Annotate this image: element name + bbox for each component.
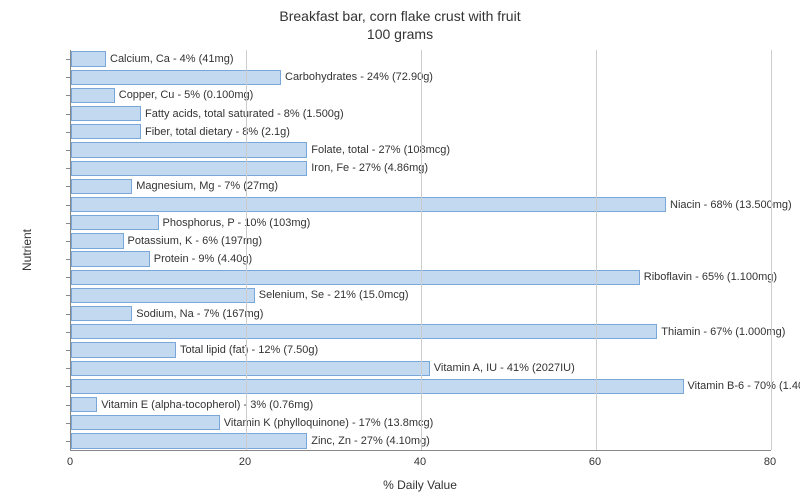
x-tick-label: 40	[414, 456, 426, 468]
bar-rect	[71, 197, 666, 212]
bar-label: Phosphorus, P - 10% (103mg)	[159, 215, 311, 230]
y-tick-mark	[66, 150, 71, 151]
y-tick-mark	[66, 186, 71, 187]
y-tick-mark	[66, 168, 71, 169]
bar-rect	[71, 251, 150, 266]
bar-label: Vitamin E (alpha-tocopherol) - 3% (0.76m…	[97, 397, 313, 412]
bar-rect	[71, 88, 115, 103]
y-tick-mark	[66, 441, 71, 442]
y-tick-mark	[66, 205, 71, 206]
bar-label: Thiamin - 67% (1.000mg)	[657, 324, 785, 339]
y-tick-mark	[66, 314, 71, 315]
y-tick-mark	[66, 405, 71, 406]
y-tick-mark	[66, 241, 71, 242]
bar-label: Potassium, K - 6% (197mg)	[124, 233, 263, 248]
y-tick-mark	[66, 77, 71, 78]
y-axis-label: Nutrient	[20, 229, 34, 271]
bar-label: Protein - 9% (4.40g)	[150, 251, 252, 266]
y-tick-mark	[66, 132, 71, 133]
x-tick-label: 20	[239, 456, 251, 468]
bar-rect	[71, 379, 684, 394]
y-tick-mark	[66, 386, 71, 387]
bar-label: Sodium, Na - 7% (167mg)	[132, 306, 263, 321]
bar-rect	[71, 161, 307, 176]
gridline	[771, 50, 772, 450]
bar-label: Niacin - 68% (13.500mg)	[666, 197, 792, 212]
y-tick-mark	[66, 259, 71, 260]
bar-rect	[71, 106, 141, 121]
bar-rect	[71, 324, 657, 339]
bar-label: Total lipid (fat) - 12% (7.50g)	[176, 342, 318, 357]
bar-rect	[71, 51, 106, 66]
bar-label: Fiber, total dietary - 8% (2.1g)	[141, 124, 290, 139]
gridline	[596, 50, 597, 450]
y-tick-mark	[66, 332, 71, 333]
bar-label: Vitamin K (phylloquinone) - 17% (13.8mcg…	[220, 415, 434, 430]
bar-rect	[71, 70, 281, 85]
bar-rect	[71, 306, 132, 321]
bar-label: Folate, total - 27% (108mcg)	[307, 142, 450, 157]
y-tick-mark	[66, 114, 71, 115]
x-tick-label: 0	[67, 456, 73, 468]
bar-rect	[71, 415, 220, 430]
bar-label: Riboflavin - 65% (1.100mg)	[640, 270, 777, 285]
bar-label: Vitamin B-6 - 70% (1.400mg)	[684, 379, 800, 394]
y-tick-mark	[66, 277, 71, 278]
plot-area: Calcium, Ca - 4% (41mg) Carbohydrates - 2…	[70, 50, 771, 451]
bar-rect	[71, 124, 141, 139]
bar-rect	[71, 361, 430, 376]
bar-rect	[71, 142, 307, 157]
bar-rect	[71, 397, 97, 412]
gridline	[246, 50, 247, 450]
bar-label: Vitamin A, IU - 41% (2027IU)	[430, 361, 575, 376]
x-tick-label: 60	[589, 456, 601, 468]
bar-label: Fatty acids, total saturated - 8% (1.500…	[141, 106, 344, 121]
bar-rect	[71, 288, 255, 303]
x-tick-label: 80	[764, 456, 776, 468]
chart-title-line1: Breakfast bar, corn flake crust with fru…	[0, 8, 800, 24]
bar-rect	[71, 342, 176, 357]
x-axis-label: % Daily Value	[383, 478, 457, 492]
bar-label: Zinc, Zn - 27% (4.10mg)	[307, 433, 430, 448]
nutrient-chart: Breakfast bar, corn flake crust with fru…	[0, 0, 800, 500]
y-tick-mark	[66, 95, 71, 96]
bar-label: Iron, Fe - 27% (4.86mg)	[307, 161, 428, 176]
y-tick-mark	[66, 295, 71, 296]
y-tick-mark	[66, 350, 71, 351]
bar-rect	[71, 270, 640, 285]
bar-rect	[71, 433, 307, 448]
chart-title-line2: 100 grams	[0, 26, 800, 42]
bar-rect	[71, 233, 124, 248]
bar-label: Selenium, Se - 21% (15.0mcg)	[255, 288, 409, 303]
bar-rect	[71, 179, 132, 194]
gridline	[421, 50, 422, 450]
bar-label: Copper, Cu - 5% (0.100mg)	[115, 88, 254, 103]
y-tick-mark	[66, 368, 71, 369]
bar-label: Carbohydrates - 24% (72.90g)	[281, 70, 433, 85]
bar-label: Calcium, Ca - 4% (41mg)	[106, 51, 233, 66]
bar-label: Magnesium, Mg - 7% (27mg)	[132, 179, 278, 194]
y-tick-mark	[66, 59, 71, 60]
y-tick-mark	[66, 223, 71, 224]
y-tick-mark	[66, 423, 71, 424]
bar-rect	[71, 215, 159, 230]
